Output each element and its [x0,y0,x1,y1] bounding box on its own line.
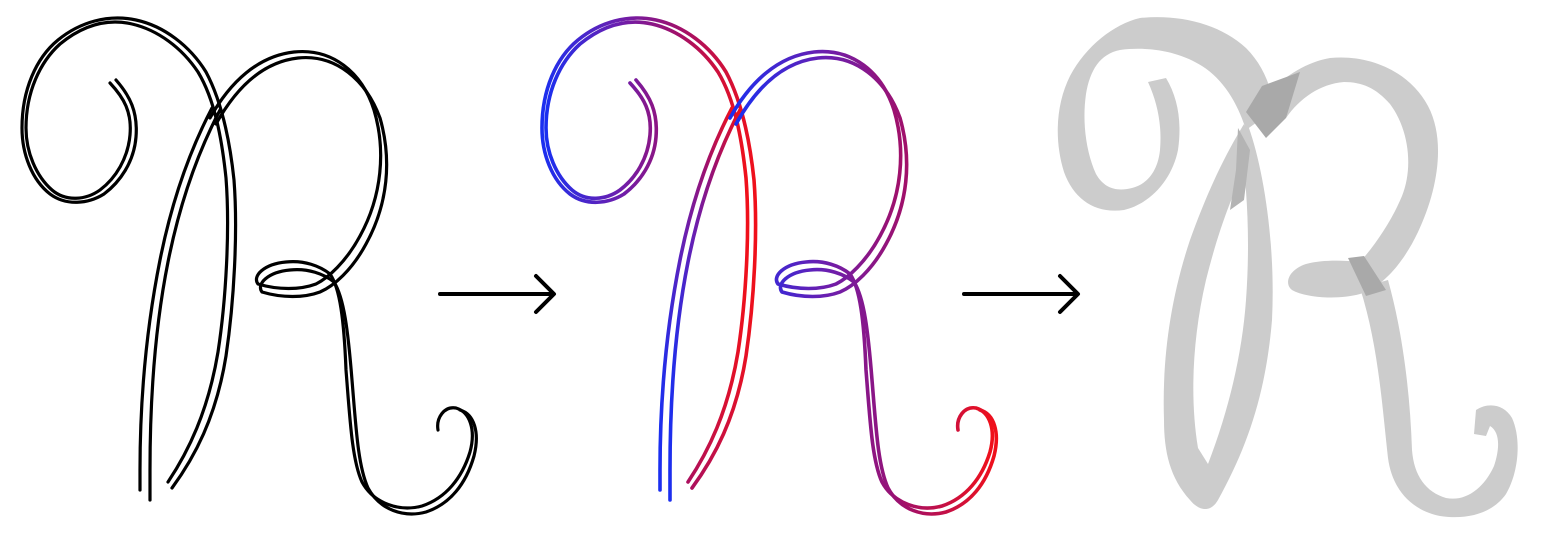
ribbon-overlap-shade-upper [1246,72,1300,138]
filled-ribbon-letter [1057,17,1518,518]
ribbon-stem [1163,120,1273,510]
arrow-1 [438,274,556,314]
ribbon-overlap-shade-mid [1230,128,1250,210]
raw-outline-letter [20,16,478,516]
ribbon-bowl [1250,57,1439,298]
arrow-2 [962,274,1080,314]
ribbon-overlap-shade-lower [1348,256,1386,296]
gradient-outline-letter [540,16,999,516]
ribbon-leg [1360,280,1518,518]
ribbon-curl [1057,17,1274,211]
